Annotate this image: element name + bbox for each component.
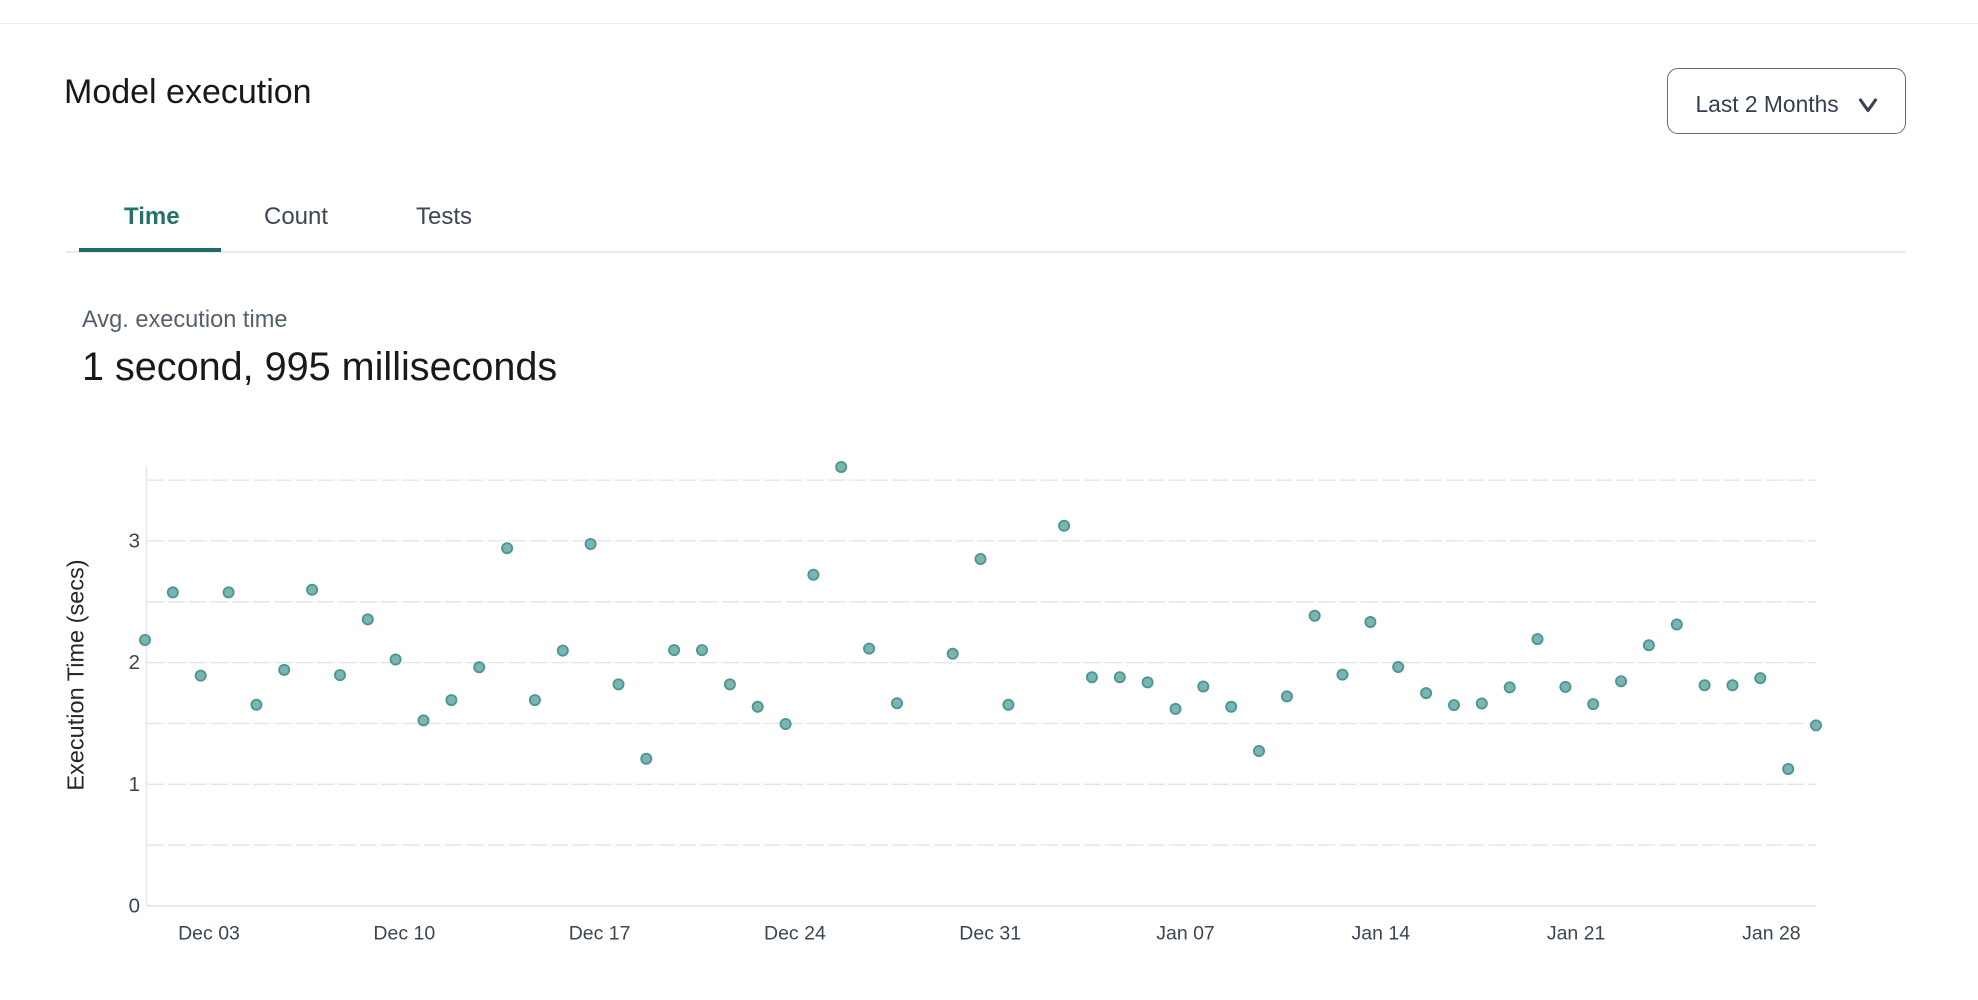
svg-text:Dec 03: Dec 03: [178, 923, 240, 945]
svg-text:Jan 21: Jan 21: [1547, 923, 1606, 945]
svg-text:Dec 24: Dec 24: [764, 923, 826, 945]
svg-text:Jan 14: Jan 14: [1352, 923, 1411, 945]
svg-text:1: 1: [129, 773, 140, 796]
svg-text:Jan 07: Jan 07: [1156, 923, 1215, 945]
svg-text:Dec 17: Dec 17: [569, 923, 631, 945]
svg-text:3: 3: [129, 529, 140, 552]
svg-text:0: 0: [129, 895, 140, 918]
svg-text:2: 2: [129, 651, 140, 674]
svg-text:Dec 31: Dec 31: [959, 923, 1021, 945]
svg-text:Dec 10: Dec 10: [373, 923, 435, 945]
svg-text:Jan 28: Jan 28: [1742, 923, 1801, 945]
svg-text:Execution Time (secs): Execution Time (secs): [63, 559, 89, 790]
